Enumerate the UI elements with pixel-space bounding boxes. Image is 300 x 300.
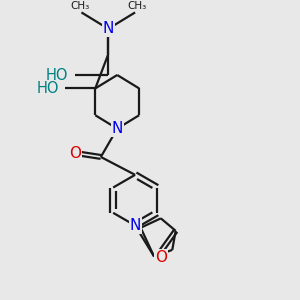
Text: CH₃: CH₃ — [127, 1, 146, 11]
Text: CH₃: CH₃ — [70, 1, 90, 11]
Text: HO: HO — [36, 81, 59, 96]
Text: O: O — [155, 250, 167, 265]
Text: HO: HO — [46, 68, 68, 82]
Text: O: O — [70, 146, 82, 161]
Text: N: N — [112, 121, 123, 136]
Text: N: N — [103, 21, 114, 36]
Text: N: N — [129, 218, 141, 233]
